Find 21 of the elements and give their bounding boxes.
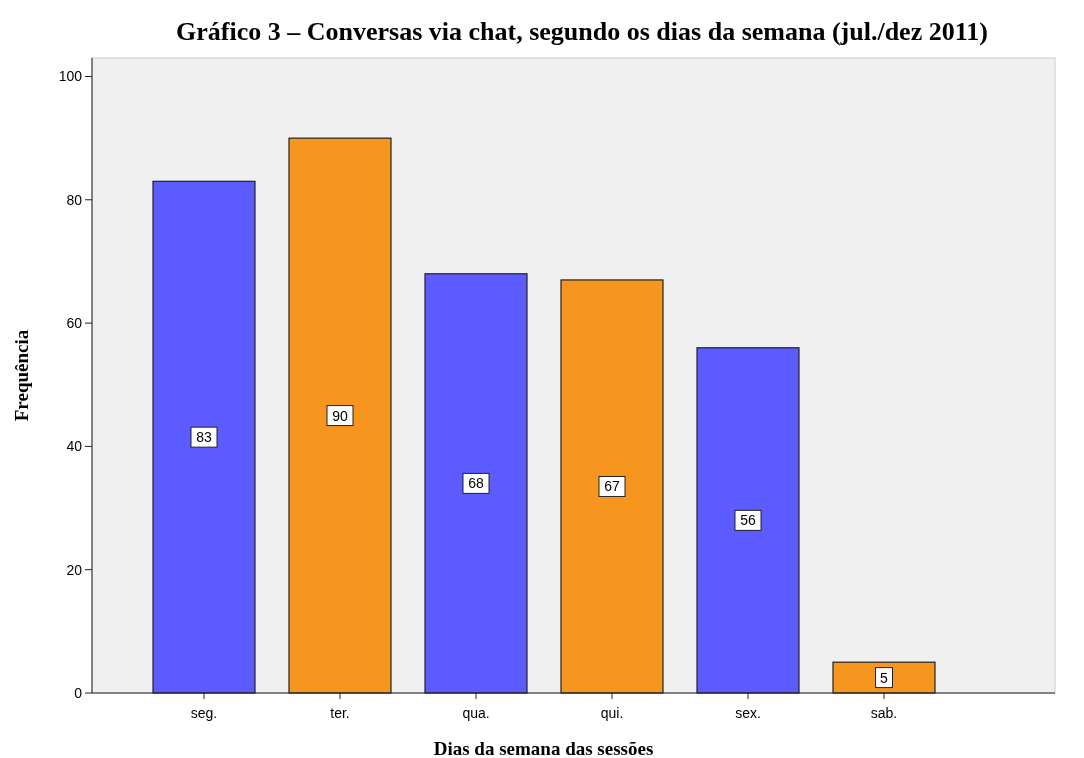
y-axis-title: Frequência	[11, 329, 32, 422]
data-label: 67	[604, 478, 620, 495]
chart-title: Gráfico 3 – Conversas via chat, segundo os dias da semana (jul./dez 2011)	[176, 17, 988, 46]
x-tick-label: qua.	[462, 705, 490, 721]
data-label: 83	[196, 429, 212, 446]
x-tick-label: ter.	[330, 705, 350, 721]
data-label: 90	[332, 407, 348, 424]
y-tick-label: 40	[66, 438, 83, 455]
data-label: 5	[880, 669, 889, 686]
x-axis-title: Dias da semana das sessões	[433, 738, 654, 758]
x-tick-label: sab.	[870, 705, 898, 721]
y-tick-label: 0	[74, 685, 83, 701]
x-tick-label: seg.	[190, 705, 218, 721]
x-tick-label: sex.	[735, 705, 761, 721]
data-label: 56	[740, 512, 756, 529]
data-label: 68	[468, 475, 484, 492]
y-tick-label: 80	[66, 191, 83, 208]
y-tick-label: 60	[66, 315, 83, 332]
y-tick-label: 20	[66, 561, 83, 578]
x-tick-label: qui.	[600, 705, 624, 721]
y-tick-label: 100	[58, 68, 83, 85]
